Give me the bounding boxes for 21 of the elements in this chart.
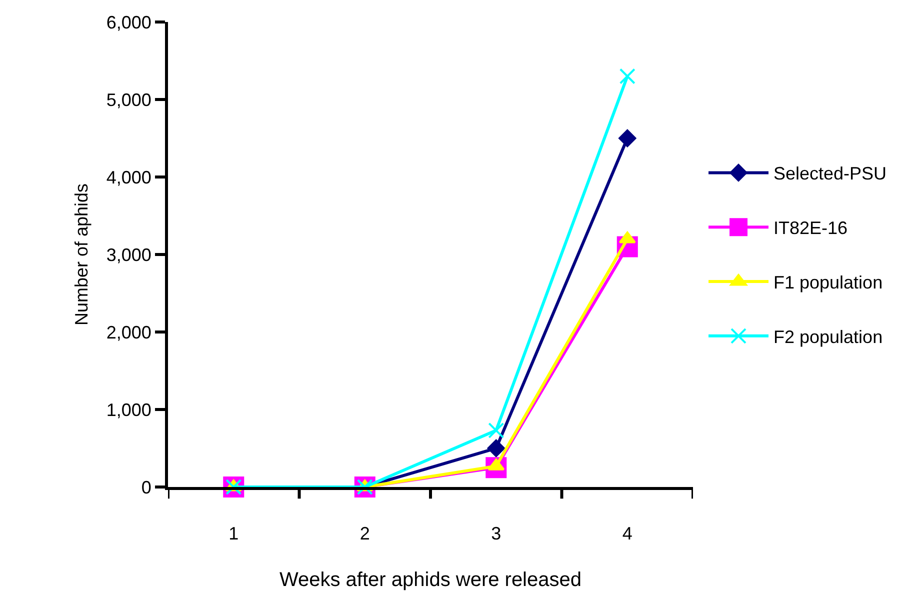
y-tick-label: 3,000: [106, 244, 152, 265]
y-tick-label: 4,000: [106, 167, 152, 188]
legend-label: Selected-PSU: [774, 164, 887, 184]
legend-label: F2 population: [774, 326, 883, 347]
y-tick-label: 6,000: [106, 12, 152, 32]
x-tick-label: 1: [228, 524, 239, 544]
x-tick-label: 4: [622, 524, 632, 544]
x-axis-title: Weeks after aphids were released: [279, 569, 582, 592]
y-axis-title: Number of aphids: [72, 183, 92, 326]
point: [488, 422, 504, 438]
x-tick-label: 2: [360, 524, 370, 544]
point: [619, 68, 636, 84]
y-tick-label: 1,000: [106, 400, 152, 420]
y-tick-label: 2,000: [106, 322, 152, 342]
point: [618, 129, 636, 148]
y-tick-label: 5,000: [106, 90, 152, 110]
legend-label: IT82E-16: [774, 218, 848, 238]
legend-label: F1 population: [774, 272, 883, 293]
point: [487, 439, 505, 458]
x-tick-label: 3: [491, 524, 502, 544]
y-tick-label: 0: [141, 477, 152, 498]
